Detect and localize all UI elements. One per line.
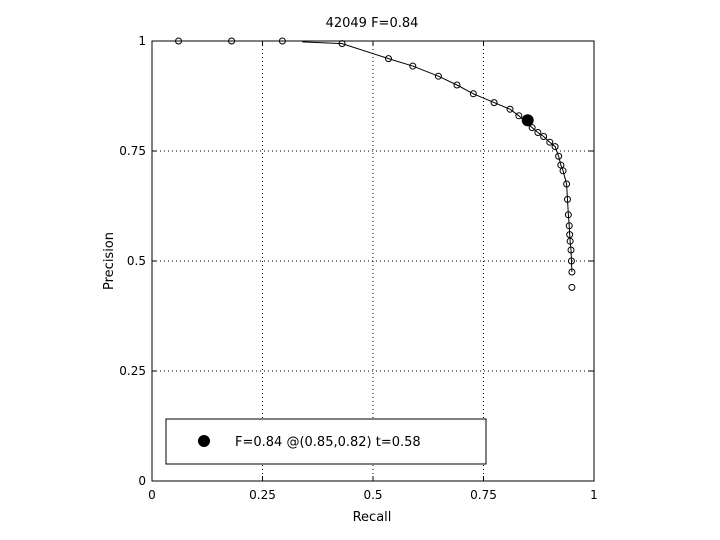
pr-curve-point bbox=[568, 268, 576, 276]
pr-curve-point bbox=[557, 161, 565, 169]
pr-curve-point bbox=[559, 167, 567, 175]
pr-curve-point bbox=[567, 257, 575, 265]
pr-curve-point bbox=[528, 124, 536, 132]
x-tick-label: 0.75 bbox=[470, 488, 497, 502]
pr-curve-point bbox=[506, 105, 514, 113]
series-group bbox=[175, 37, 576, 291]
pr-curve-point bbox=[228, 37, 236, 45]
legend-box bbox=[165, 418, 487, 465]
pr-curve-point bbox=[564, 211, 572, 219]
pr-curve-point bbox=[565, 222, 573, 230]
pr-curve-point bbox=[563, 195, 571, 203]
pr-curve-point bbox=[566, 231, 574, 239]
pr-curve-point bbox=[384, 55, 392, 63]
y-tick-label: 0.25 bbox=[119, 364, 146, 378]
chart-title: 42049 F=0.84 bbox=[326, 16, 419, 31]
pr-curve-point bbox=[175, 37, 183, 45]
pr-curve-point bbox=[278, 37, 286, 45]
pr-curve-point bbox=[490, 99, 498, 107]
x-tick-label: 1 bbox=[590, 488, 598, 502]
legend-label: F=0.84 @(0.85,0.82) t=0.58 bbox=[235, 435, 421, 450]
axis-ticks: 0 0.25 0.5 0.75 1 0 0.25 0.5 0.75 1 bbox=[119, 34, 598, 502]
pr-curve-point bbox=[551, 143, 559, 151]
y-tick-label: 0.5 bbox=[127, 254, 146, 268]
pr-curve-point bbox=[563, 180, 571, 188]
pr-curve-point bbox=[546, 138, 554, 146]
legend: F=0.84 @(0.85,0.82) t=0.58 bbox=[165, 418, 487, 465]
pr-curve-point bbox=[453, 81, 461, 89]
pr-curve-point bbox=[540, 132, 548, 140]
pr-curve-point bbox=[534, 129, 542, 137]
y-axis-label: Precision bbox=[102, 232, 117, 290]
pr-curve-point bbox=[568, 283, 576, 291]
pr-curve-point bbox=[338, 40, 346, 48]
pr-curve-point bbox=[409, 62, 417, 70]
y-tick-label: 0.75 bbox=[119, 144, 146, 158]
pr-curve-point bbox=[434, 72, 442, 80]
pr-curve-point bbox=[566, 237, 574, 245]
pr-curve-line bbox=[302, 41, 573, 273]
y-tick-label: 1 bbox=[138, 34, 146, 48]
x-tick-label: 0.25 bbox=[249, 488, 276, 502]
pr-curve-point bbox=[555, 152, 563, 160]
x-tick-label: 0.5 bbox=[363, 488, 382, 502]
pr-curve-point bbox=[567, 246, 575, 254]
x-axis-label: Recall bbox=[353, 510, 392, 525]
best-f-point bbox=[521, 114, 534, 127]
pr-curve-point bbox=[515, 112, 523, 120]
grid bbox=[152, 41, 594, 481]
x-tick-label: 0 bbox=[148, 488, 156, 502]
y-tick-label: 0 bbox=[138, 474, 146, 488]
pr-curve-point bbox=[469, 90, 477, 98]
legend-marker bbox=[198, 435, 210, 447]
